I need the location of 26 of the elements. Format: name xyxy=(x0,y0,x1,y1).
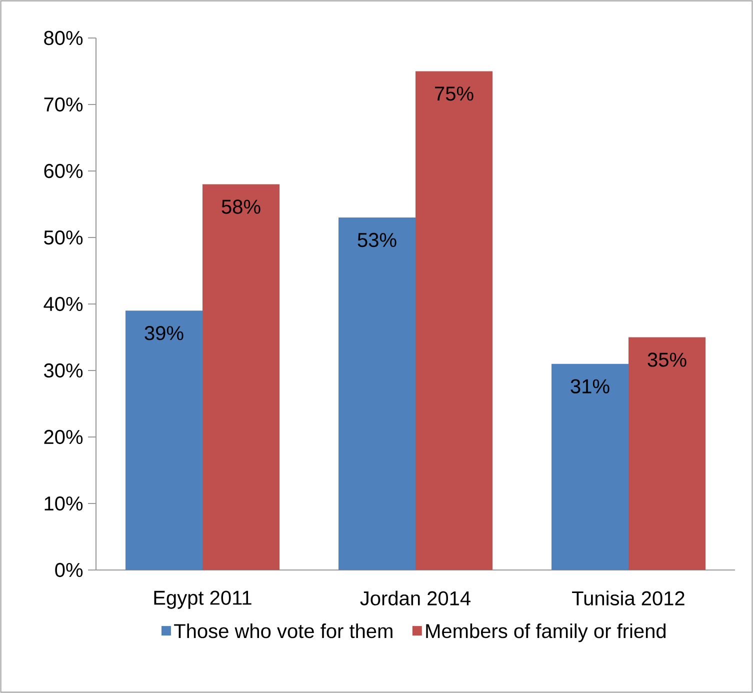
data-label: 31% xyxy=(570,379,610,394)
legend-label: Members of family or friend xyxy=(426,623,666,642)
legend-label: Those who vote for them xyxy=(174,623,392,638)
bar xyxy=(202,184,280,570)
y-tick-label: 0% xyxy=(55,562,83,578)
data-label: 58% xyxy=(222,200,260,214)
y-tick-label: 80% xyxy=(44,30,83,46)
x-tick-label: Jordan 2014 xyxy=(360,590,470,606)
data-label: 39% xyxy=(144,326,184,340)
bar xyxy=(126,310,202,570)
x-tick-label: Egypt 2011 xyxy=(154,590,252,609)
data-label: 53% xyxy=(358,232,396,248)
data-label: 75% xyxy=(435,86,474,101)
bar xyxy=(628,337,706,570)
data-label: 35% xyxy=(648,352,686,367)
bar xyxy=(338,218,416,570)
y-tick-label: 10% xyxy=(44,496,83,511)
y-tick-label: 70% xyxy=(44,97,83,112)
bar xyxy=(552,364,629,570)
x-tick-label: Tunisia 2012 xyxy=(572,590,684,606)
y-tick-label: 60% xyxy=(44,164,83,178)
bar xyxy=(416,71,492,570)
y-tick-label: 20% xyxy=(44,430,83,444)
y-tick-label: 40% xyxy=(44,296,83,312)
y-tick-label: 50% xyxy=(44,230,83,245)
y-tick-label: 30% xyxy=(44,363,83,378)
